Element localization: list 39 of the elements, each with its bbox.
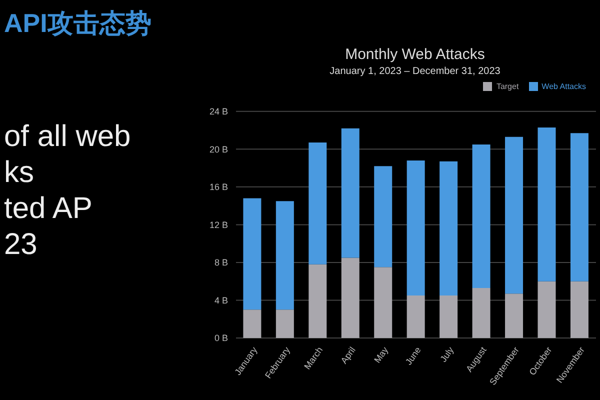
bar	[406, 296, 425, 338]
x-tick-label: July	[438, 344, 456, 364]
bar	[472, 144, 490, 288]
text: 23	[4, 227, 38, 263]
y-tick-label: 24 B	[209, 106, 228, 117]
y-tick-label: 8 B	[214, 258, 228, 268]
text: API攻击态势	[4, 7, 152, 40]
bar	[308, 264, 327, 338]
bar	[374, 267, 392, 338]
bar	[570, 133, 588, 282]
bar	[243, 310, 262, 338]
bar	[341, 128, 360, 258]
bar	[440, 161, 458, 296]
bar	[374, 166, 392, 268]
bar	[440, 296, 458, 338]
legend-label: Web Attacks	[542, 82, 586, 91]
bar	[276, 310, 294, 338]
bar	[406, 160, 425, 296]
bar	[505, 294, 524, 338]
y-tick-label: 16 B	[209, 182, 228, 192]
bar	[243, 198, 262, 310]
text: ks	[4, 155, 35, 191]
bar	[570, 281, 588, 338]
y-tick-label: 4 B	[214, 295, 228, 306]
bar	[308, 142, 327, 264]
bar	[538, 281, 556, 338]
bar	[538, 127, 556, 282]
text: of all web	[4, 119, 132, 155]
bar	[472, 288, 490, 338]
bar	[341, 258, 360, 338]
y-tick-label: 12 B	[209, 220, 228, 230]
legend-label: Target	[496, 82, 519, 91]
chart-title: Monthly Web Attacks	[344, 46, 486, 63]
bar	[276, 201, 294, 310]
text: ted AP	[4, 191, 94, 227]
bar	[505, 136, 524, 294]
chart-subtitle: January 1, 2023 – December 31, 2023	[328, 66, 502, 77]
y-tick-label: 20 B	[209, 144, 228, 154]
y-tick-label: 0 B	[214, 333, 228, 344]
